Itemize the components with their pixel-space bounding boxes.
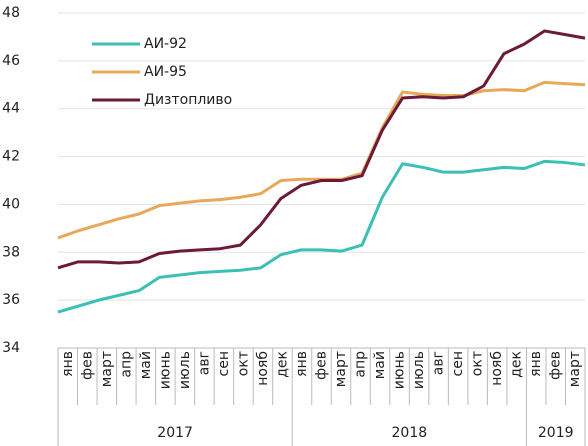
x-tick-label: янв [528, 351, 544, 377]
x-tick-label: март [333, 351, 349, 387]
x-tick-label: июль [177, 351, 193, 389]
year-label: 2017 [157, 425, 193, 441]
x-tick-label: май [372, 351, 388, 379]
x-tick-label: янв [60, 351, 76, 377]
x-tick-label: дек [274, 351, 290, 378]
x-tick-label: авг [431, 351, 447, 375]
y-tick-label: 34 [2, 340, 20, 356]
series-line [57, 80, 586, 240]
legend-label: АИ-95 [144, 64, 187, 80]
year-label: 2019 [538, 425, 574, 441]
y-tick-label: 48 [2, 5, 20, 21]
x-tick-label: сен [450, 351, 466, 376]
x-tick-label: окт [470, 351, 486, 376]
y-tick-label: 42 [2, 149, 20, 165]
x-tick-label: март [99, 351, 115, 387]
x-tick-label: сен [216, 351, 232, 376]
x-tick-label: дек [509, 351, 525, 378]
x-tick-label: апр [353, 351, 369, 378]
x-tick-label: нояб [489, 351, 505, 386]
y-tick-label: 38 [2, 244, 20, 260]
x-tick-label: фев [548, 351, 564, 380]
x-tick-label: июнь [157, 351, 173, 389]
x-tick-label: янв [294, 351, 310, 377]
x-tick-label: фев [79, 351, 95, 380]
x-tick-label: окт [235, 351, 251, 376]
x-tick-label: авг [196, 351, 212, 375]
y-tick-label: 46 [2, 53, 20, 69]
x-tick-label: май [138, 351, 154, 379]
x-tick-label: нояб [255, 351, 271, 386]
y-tick-label: 36 [2, 292, 20, 308]
x-tick-label: апр [118, 351, 134, 378]
legend-label: Дизтопливо [144, 92, 232, 108]
x-tick-label: март [567, 351, 583, 387]
series-line [57, 159, 586, 314]
year-label: 2018 [392, 425, 428, 441]
series-line [57, 29, 586, 270]
legend-label: АИ-92 [144, 36, 187, 52]
y-tick-label: 44 [2, 101, 20, 117]
x-tick-label: июнь [392, 351, 408, 389]
y-tick-label: 40 [2, 196, 20, 212]
x-tick-label: фев [314, 351, 330, 380]
x-tick-label: июль [411, 351, 427, 389]
